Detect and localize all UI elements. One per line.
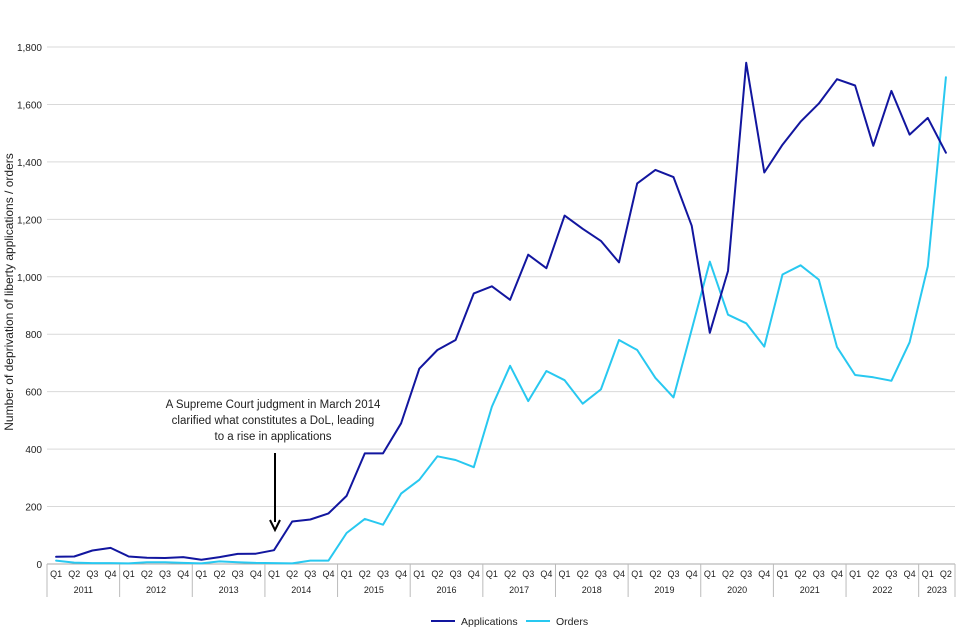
annotation-text-line-3: to a rise in applications: [215, 431, 332, 443]
annotation-text-line-1: A Supreme Court judgment in March 2014: [166, 399, 381, 411]
year-label: 2022: [872, 585, 892, 595]
y-tick-label: 200: [25, 503, 42, 514]
x-tick-label: Q4: [613, 569, 625, 579]
x-tick-label: Q2: [359, 569, 371, 579]
year-label: 2021: [800, 585, 820, 595]
year-label: 2011: [74, 585, 93, 595]
x-tick-label: Q4: [322, 569, 334, 579]
x-tick-label: Q4: [904, 569, 916, 579]
x-tick-label: Q3: [304, 569, 316, 579]
y-tick-label: 800: [25, 330, 42, 341]
y-tick-label: 400: [25, 445, 42, 456]
series-line-applications: [55, 61, 947, 561]
year-label: 2019: [654, 585, 674, 595]
x-tick-label: Q1: [195, 569, 207, 579]
x-tick-label: Q2: [649, 569, 661, 579]
x-tick-label: Q2: [141, 569, 153, 579]
year-label: 2023: [927, 585, 947, 595]
year-label: 2015: [364, 585, 384, 595]
x-tick-label: Q3: [377, 569, 389, 579]
x-tick-label: Q3: [159, 569, 171, 579]
x-tick-label: Q2: [722, 569, 734, 579]
x-tick-label: Q4: [105, 569, 117, 579]
grid: [47, 46, 955, 565]
x-tick-label: Q2: [214, 569, 226, 579]
legend: Applications Orders: [431, 616, 588, 628]
x-tick-label: Q3: [595, 569, 607, 579]
year-label: 2016: [437, 585, 457, 595]
x-tick-label: Q3: [813, 569, 825, 579]
x-tick-label: Q2: [431, 569, 443, 579]
year-label: 2012: [146, 585, 166, 595]
x-tick-label: Q1: [849, 569, 861, 579]
year-label: 2013: [219, 585, 239, 595]
annotation-arrow-head: [269, 519, 281, 533]
x-tick-label: Q1: [268, 569, 280, 579]
x-tick-label: Q3: [522, 569, 534, 579]
x-tick-label: Q4: [540, 569, 552, 579]
series-lines: [55, 61, 947, 565]
x-tick-label: Q1: [413, 569, 425, 579]
y-tick-label: 1,000: [17, 273, 42, 284]
x-tick-label: Q3: [668, 569, 680, 579]
x-tick-label: Q2: [68, 569, 80, 579]
x-tick-label: Q1: [922, 569, 934, 579]
x-tick-label: Q1: [631, 569, 643, 579]
y-tick-label: 1,400: [17, 158, 42, 169]
year-label: 2017: [509, 585, 529, 595]
x-tick-label: Q4: [395, 569, 407, 579]
y-tick-label: 0: [36, 560, 42, 571]
x-tick-label: Q4: [177, 569, 189, 579]
x-tick-label: Q2: [577, 569, 589, 579]
x-tick-label: Q3: [885, 569, 897, 579]
x-tick-label: Q1: [50, 569, 62, 579]
x-tick-label: Q4: [468, 569, 480, 579]
x-tick-label: Q1: [559, 569, 571, 579]
legend-label-orders: Orders: [556, 616, 588, 628]
x-tick-label: Q1: [486, 569, 498, 579]
x-tick-label: Q2: [940, 569, 952, 579]
y-tick-label: 1,600: [17, 100, 42, 111]
x-tick-label: Q2: [286, 569, 298, 579]
x-tick-label: Q4: [250, 569, 262, 579]
x-tick-label: Q4: [686, 569, 698, 579]
x-tick-label: Q1: [123, 569, 135, 579]
x-tick-label: Q3: [740, 569, 752, 579]
legend-label-applications: Applications: [461, 616, 518, 628]
x-tick-label: Q1: [776, 569, 788, 579]
y-tick-label: 1,200: [17, 215, 42, 226]
x-tick-label: Q2: [795, 569, 807, 579]
year-label: 2018: [582, 585, 602, 595]
x-tick-label: Q1: [704, 569, 716, 579]
x-tick-label: Q3: [232, 569, 244, 579]
y-tick-label: 1,800: [17, 43, 42, 54]
x-tick-label: Q2: [867, 569, 879, 579]
x-tick-label: Q1: [341, 569, 353, 579]
x-tick-label: Q4: [831, 569, 843, 579]
annotation-text-line-2: clarified what constitutes a DoL, leadin…: [172, 415, 375, 427]
year-label: 2020: [727, 585, 747, 595]
y-axis: 0 200 400 600 800 1,000 1,200 1,400 1,600 1,800: [17, 43, 42, 571]
x-tick-label: Q4: [758, 569, 770, 579]
y-axis-label: Number of deprivation of liberty applica…: [2, 153, 16, 430]
x-tick-label: Q3: [450, 569, 462, 579]
annotation: A Supreme Court judgment in March 2014 c…: [166, 399, 381, 533]
x-tick-label: Q2: [504, 569, 516, 579]
year-label: 2014: [291, 585, 311, 595]
x-tick-label: Q3: [86, 569, 98, 579]
x-axis: Q1 Q2 Q3 Q4 Q1 Q2 Q3 Q4 Q1 Q2 Q3 Q4 Q1 Q2 Q3 Q4 Q1 Q2 Q3 Q4…: [46, 564, 956, 597]
series-line-orders: [55, 76, 947, 565]
y-tick-label: 600: [25, 388, 42, 399]
